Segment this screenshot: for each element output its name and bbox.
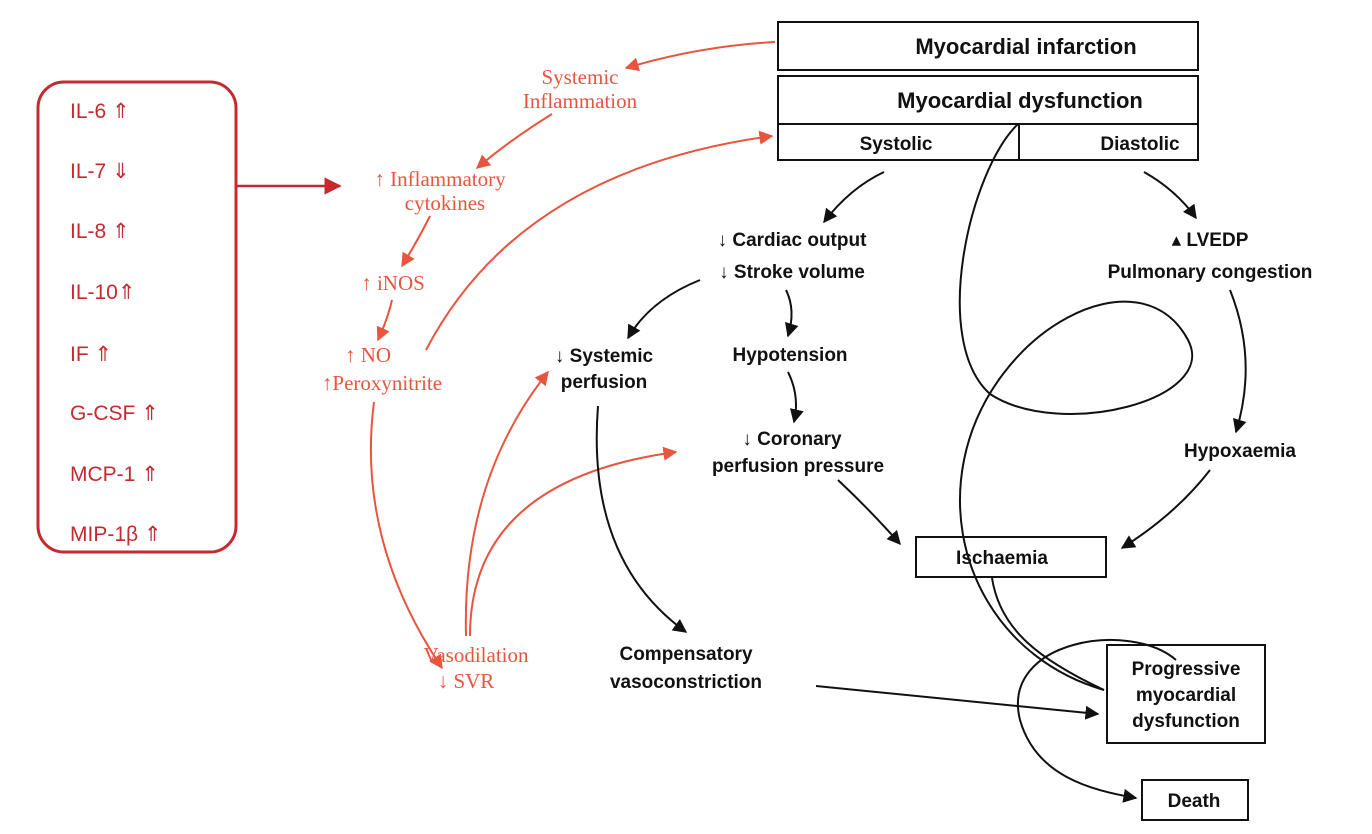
no-label: ↑ NO	[345, 343, 391, 367]
arrow-inos-to-no	[376, 299, 393, 342]
arrow-systemic-to-cytokines	[475, 113, 553, 169]
arrow-diastolic-to-lvedp	[1143, 171, 1197, 220]
ischaemia-label: Ischaemia	[956, 548, 1048, 569]
ischaemia-box: Ischaemia	[915, 536, 1107, 578]
progressive-dysfunction-box: Progressive myocardial dysfunction	[1106, 644, 1266, 744]
inos-label: ↑ iNOS	[361, 271, 425, 295]
hypotension-label: Hypotension	[732, 345, 847, 366]
cytokine-gcsf: G-CSF ⇑	[70, 402, 159, 425]
death-box: Death	[1141, 779, 1249, 821]
cytokine-il7: IL-7 ⇓	[70, 160, 130, 183]
cytokine-il8: IL-8 ⇑	[70, 220, 130, 243]
cytokine-if: IF ⇑	[70, 343, 112, 366]
arrow-systemic-perfusion-to-compensatory	[595, 405, 688, 633]
loop-progressive-to-death	[1016, 639, 1177, 803]
progressive-line3: dysfunction	[1132, 711, 1240, 732]
stroke-volume-label: ↓ Stroke volume	[719, 262, 865, 283]
arrow-compensatory-to-progressive	[815, 685, 1100, 720]
svr-label: ↓ SVR	[438, 669, 495, 693]
diastolic-label: Diastolic	[1100, 134, 1180, 155]
systemic-perfusion-line1: ↓ Systemic	[555, 346, 654, 367]
arrow-vasodilation-to-systemic-perfusion	[464, 370, 549, 637]
myocardial-infarction-label: Myocardial infarction	[915, 34, 1136, 59]
compensatory-line1: Compensatory	[619, 644, 752, 665]
arrow-coronary-to-ischaemia	[837, 479, 901, 546]
arrow-hypotension-to-coronary	[787, 371, 804, 424]
loop-dysfunction-to-progressive	[958, 123, 1193, 691]
myocardial-dysfunction-box: Myocardial dysfunction Systolic Diastoli…	[777, 75, 1199, 161]
arrow-peroxynitrite-to-vasodilation	[369, 401, 443, 670]
arrow-stroke-volume-to-systemic-perfusion	[627, 279, 701, 340]
pulmonary-congestion-label: Pulmonary congestion	[1108, 262, 1313, 283]
arrow-no-to-dysfunction	[425, 130, 774, 351]
systemic-perfusion-line2: perfusion	[561, 372, 648, 393]
progressive-line2: myocardial	[1136, 685, 1236, 706]
arrow-mi-to-systemic-inflammation	[624, 41, 776, 72]
cytokine-mip1b: MIP-1β ⇑	[70, 523, 162, 546]
arrow-vasodilation-to-coronary	[469, 446, 678, 637]
arrow-hypoxaemia-to-ischaemia	[1120, 469, 1211, 549]
hypoxaemia-label: Hypoxaemia	[1184, 441, 1296, 462]
systemic-inflammation-line2: Inflammation	[523, 89, 638, 113]
inflammatory-cytokines-line1: ↑ Inflammatory	[374, 167, 506, 191]
loop-ischaemia-to-death	[991, 577, 1105, 691]
myocardial-infarction-box: Myocardial infarction	[777, 21, 1199, 71]
systolic-label: Systolic	[860, 134, 933, 155]
coronary-line1: ↓ Coronary	[742, 429, 842, 450]
arrow-cytokines-to-inos	[401, 215, 431, 268]
systemic-inflammation-line1: Systemic	[542, 65, 619, 89]
cytokine-il10: IL-10⇑	[70, 281, 135, 304]
cytokine-il6: IL-6 ⇑	[70, 100, 130, 123]
cardiac-output-label: ↓ Cardiac output	[718, 230, 868, 251]
cytokine-mcp1: MCP-1 ⇑	[70, 463, 159, 486]
inflammatory-cytokines-line2: cytokines	[405, 191, 485, 215]
progressive-line1: Progressive	[1132, 659, 1241, 680]
arrow-stroke-volume-to-hypotension	[785, 289, 799, 338]
death-label: Death	[1168, 791, 1221, 812]
peroxynitrite-label: ↑Peroxynitrite	[322, 371, 442, 395]
myocardial-dysfunction-label: Myocardial dysfunction	[897, 88, 1143, 113]
compensatory-line2: vasoconstriction	[610, 672, 762, 693]
lvedp-label: ▴ LVEDP	[1172, 230, 1249, 251]
coronary-line2: perfusion pressure	[712, 456, 884, 477]
arrow-systolic-to-cardiac-output	[823, 171, 885, 224]
cytokine-box: IL-6 ⇑ IL-7 ⇓ IL-8 ⇑ IL-10⇑ IF ⇑ G-CSF ⇑…	[36, 80, 238, 554]
arrow-pulmonary-to-hypoxaemia	[1229, 289, 1247, 434]
